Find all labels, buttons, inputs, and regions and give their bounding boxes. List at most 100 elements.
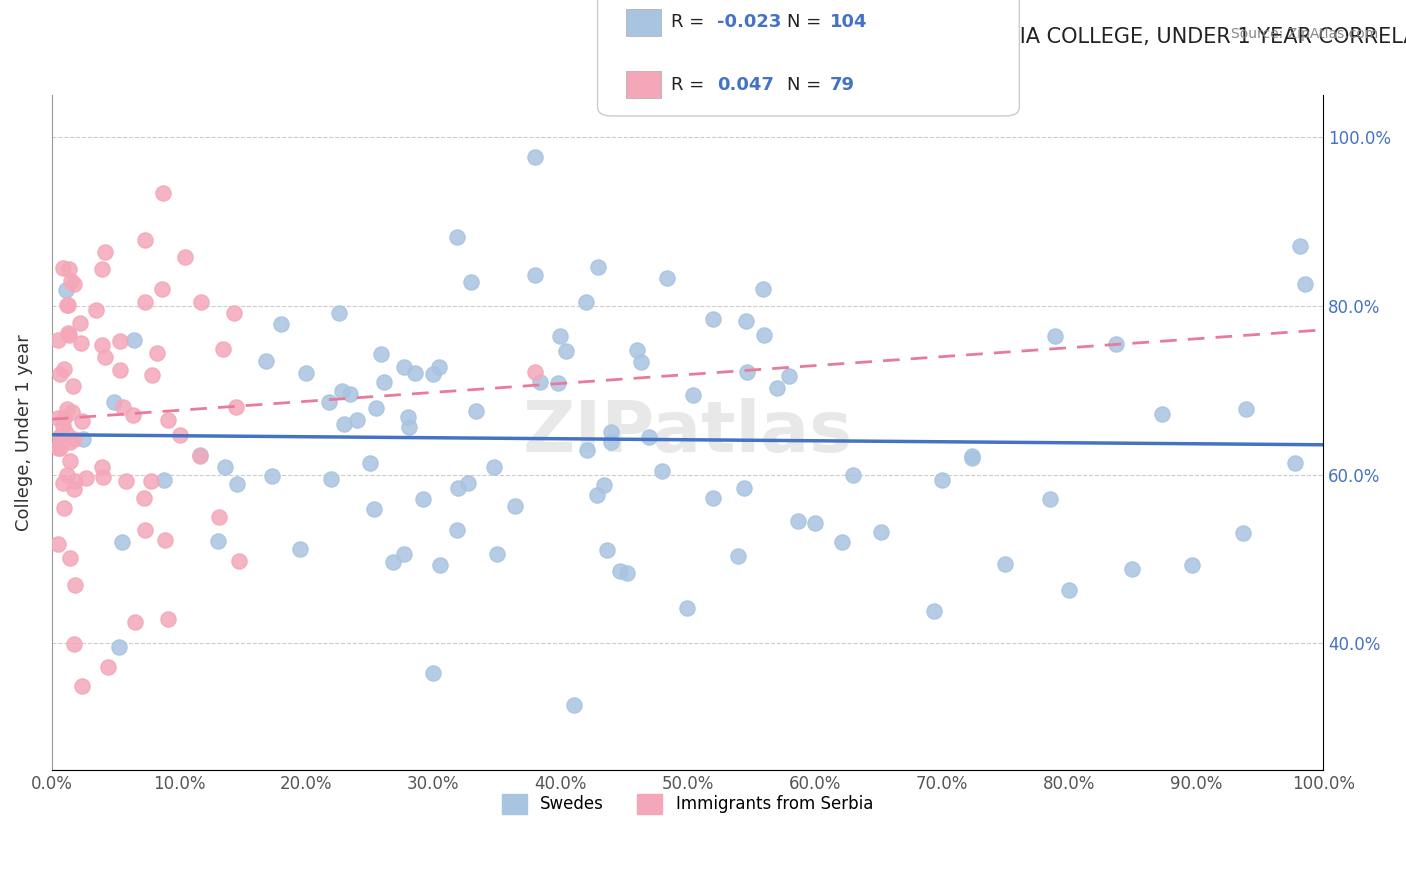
Swedes xyxy=(626,343,648,357)
Immigrants from Serbia xyxy=(63,482,86,496)
Swedes xyxy=(1289,239,1312,253)
Swedes xyxy=(55,283,77,297)
Text: N =: N = xyxy=(787,76,827,94)
Swedes xyxy=(1284,456,1306,470)
Swedes xyxy=(702,311,724,326)
Immigrants from Serbia xyxy=(225,400,247,414)
Swedes xyxy=(735,314,758,328)
Swedes xyxy=(429,360,451,375)
Immigrants from Serbia xyxy=(62,277,84,291)
Text: -0.023: -0.023 xyxy=(717,13,782,31)
Swedes xyxy=(321,472,343,486)
Immigrants from Serbia xyxy=(70,414,93,428)
Immigrants from Serbia xyxy=(174,250,197,264)
Swedes xyxy=(295,366,318,380)
Swedes xyxy=(1039,491,1062,506)
Swedes xyxy=(575,294,598,309)
Swedes xyxy=(1294,277,1316,292)
Swedes xyxy=(735,365,758,379)
Immigrants from Serbia xyxy=(94,244,117,259)
Swedes xyxy=(616,566,638,581)
Swedes xyxy=(214,459,236,474)
Swedes xyxy=(446,229,468,244)
Swedes xyxy=(651,464,673,478)
Immigrants from Serbia xyxy=(62,405,84,419)
Swedes xyxy=(1057,582,1080,597)
Immigrants from Serbia xyxy=(59,454,82,468)
Swedes xyxy=(1181,558,1204,573)
Swedes xyxy=(596,542,619,557)
Swedes xyxy=(702,491,724,505)
Immigrants from Serbia xyxy=(111,400,134,414)
Immigrants from Serbia xyxy=(228,554,250,568)
Swedes xyxy=(429,558,451,572)
Immigrants from Serbia xyxy=(211,342,233,356)
Swedes xyxy=(396,409,419,424)
Swedes xyxy=(392,359,415,374)
Immigrants from Serbia xyxy=(63,432,86,446)
Swedes xyxy=(960,450,983,465)
Swedes xyxy=(370,346,392,360)
Immigrants from Serbia xyxy=(53,500,76,515)
Immigrants from Serbia xyxy=(169,428,191,442)
Immigrants from Serbia xyxy=(59,551,82,566)
Immigrants from Serbia xyxy=(55,425,77,440)
Immigrants from Serbia xyxy=(46,440,69,454)
Immigrants from Serbia xyxy=(134,233,156,247)
Text: ZIPatlas: ZIPatlas xyxy=(523,398,852,467)
Swedes xyxy=(994,558,1017,572)
Immigrants from Serbia xyxy=(56,468,79,483)
Immigrants from Serbia xyxy=(63,578,86,592)
Swedes xyxy=(107,640,129,655)
Text: 104: 104 xyxy=(830,13,868,31)
Immigrants from Serbia xyxy=(188,450,211,464)
Legend: Swedes, Immigrants from Serbia: Swedes, Immigrants from Serbia xyxy=(494,786,882,822)
Text: Source: ZipAtlas.com: Source: ZipAtlas.com xyxy=(1230,27,1378,41)
Swedes xyxy=(600,434,623,449)
Text: 79: 79 xyxy=(830,76,855,94)
Swedes xyxy=(464,403,486,417)
Swedes xyxy=(346,413,368,427)
Swedes xyxy=(1234,401,1257,416)
Immigrants from Serbia xyxy=(58,262,80,277)
Immigrants from Serbia xyxy=(139,474,162,488)
Swedes xyxy=(122,333,145,347)
Swedes xyxy=(404,367,426,381)
Text: R =: R = xyxy=(671,13,710,31)
Immigrants from Serbia xyxy=(75,471,97,485)
Swedes xyxy=(588,260,610,275)
Swedes xyxy=(260,469,283,483)
Immigrants from Serbia xyxy=(56,326,79,340)
Immigrants from Serbia xyxy=(63,474,86,488)
Swedes xyxy=(111,535,134,549)
Immigrants from Serbia xyxy=(190,294,212,309)
Immigrants from Serbia xyxy=(108,363,131,377)
Immigrants from Serbia xyxy=(46,411,69,425)
Swedes xyxy=(422,666,444,681)
Immigrants from Serbia xyxy=(53,361,76,376)
Swedes xyxy=(523,150,546,164)
Swedes xyxy=(1232,526,1254,541)
Immigrants from Serbia xyxy=(46,537,69,551)
Immigrants from Serbia xyxy=(52,419,75,434)
Immigrants from Serbia xyxy=(56,298,79,312)
Immigrants from Serbia xyxy=(55,401,77,416)
Immigrants from Serbia xyxy=(70,679,93,693)
Immigrants from Serbia xyxy=(62,379,84,393)
Swedes xyxy=(482,459,505,474)
Immigrants from Serbia xyxy=(49,441,72,455)
Swedes xyxy=(318,394,340,409)
Swedes xyxy=(1150,407,1173,421)
Swedes xyxy=(752,327,775,342)
Swedes xyxy=(638,430,661,444)
Swedes xyxy=(364,401,387,415)
Immigrants from Serbia xyxy=(70,336,93,351)
Immigrants from Serbia xyxy=(52,411,75,425)
Swedes xyxy=(657,270,679,285)
Immigrants from Serbia xyxy=(108,334,131,348)
Swedes xyxy=(1105,336,1128,351)
Swedes xyxy=(593,478,616,492)
Swedes xyxy=(778,368,800,383)
Immigrants from Serbia xyxy=(146,346,169,360)
Swedes xyxy=(333,417,356,431)
